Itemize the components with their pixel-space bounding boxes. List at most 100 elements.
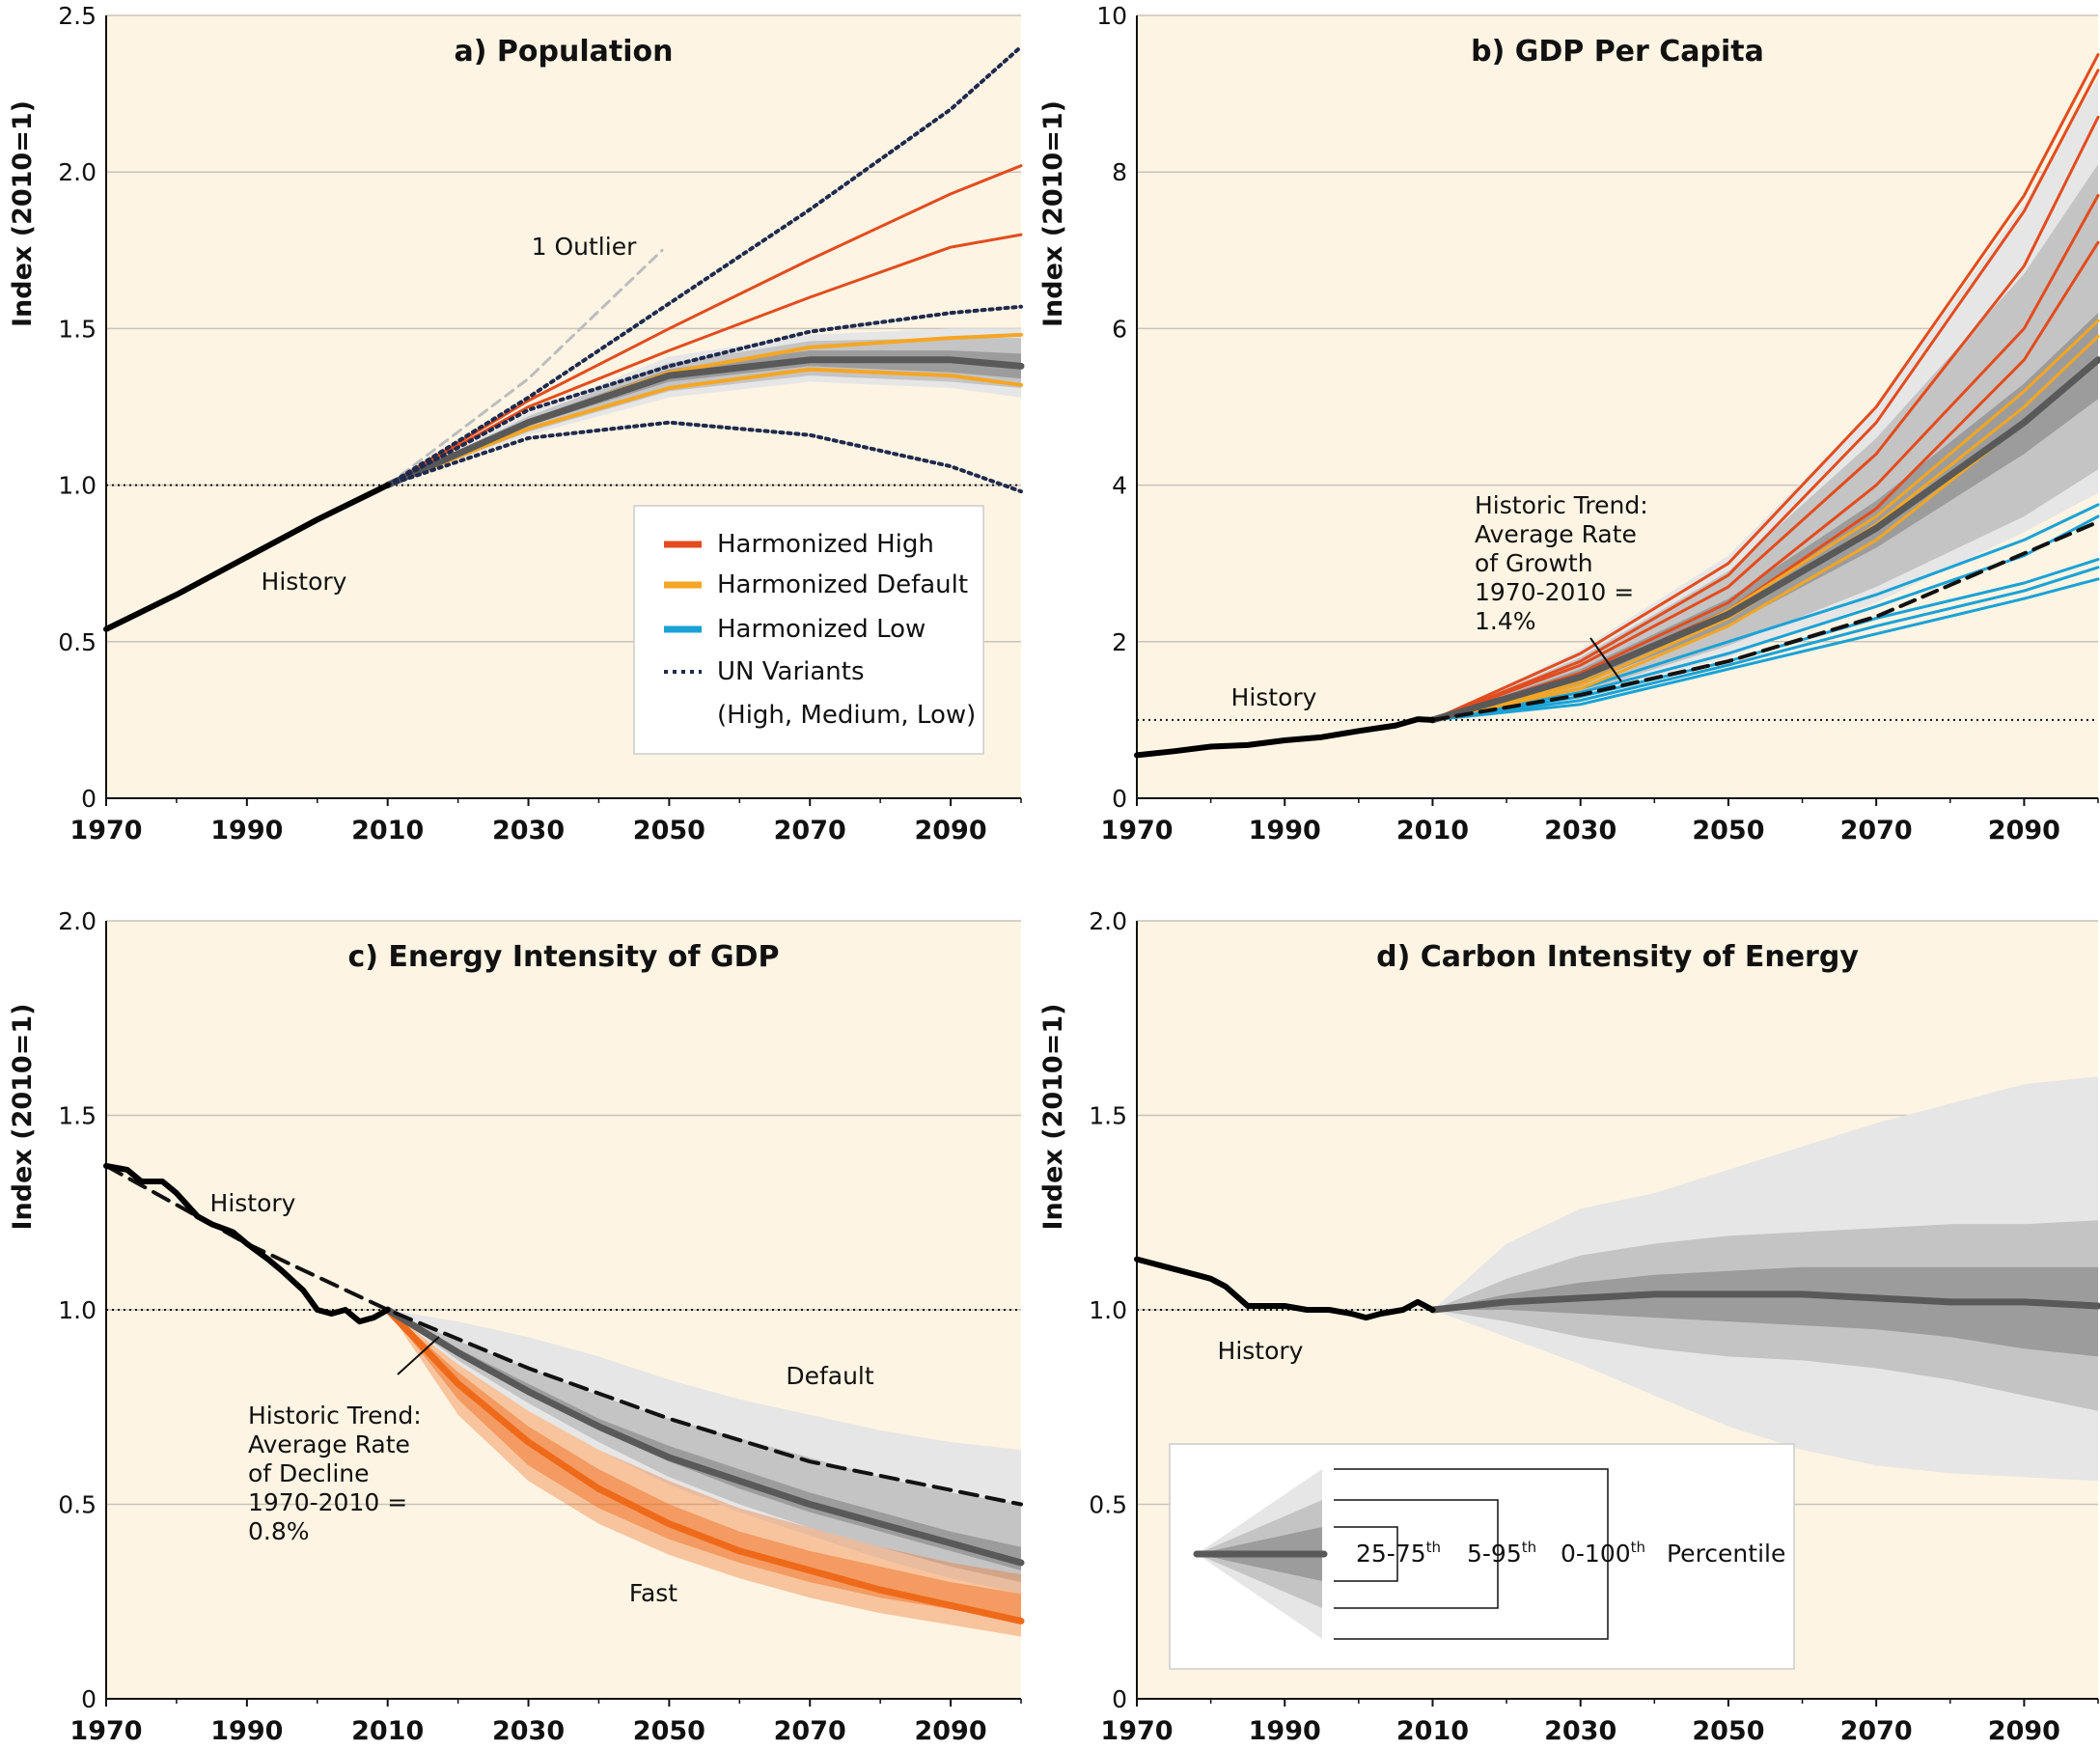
history-line xyxy=(1134,716,1436,759)
chart-title: d) Carbon Intensity of Energy xyxy=(1376,940,1859,974)
x-tick-label: 2090 xyxy=(914,816,986,846)
band-25-75 xyxy=(1432,1266,2098,1357)
x-tick-label: 1970 xyxy=(69,816,142,846)
x-tick-label: 2050 xyxy=(1692,816,1764,846)
x-tick-label: 2010 xyxy=(1396,816,1469,846)
legend-label: Harmonized High xyxy=(717,530,934,559)
history-annotation: History xyxy=(1218,1337,1304,1365)
history-annotation: History xyxy=(210,1189,296,1217)
fast-band-outer xyxy=(387,1310,1021,1637)
y-axis-label: Index (2010=1) xyxy=(8,1004,38,1231)
y-tick-label: 8 xyxy=(1112,158,1127,186)
median-line xyxy=(1429,356,2100,724)
y-axis-label: Index (2010=1) xyxy=(1038,100,1068,327)
outlier-line xyxy=(386,248,664,487)
panel-gdp-per-capita: 0 2 4 6 8 10 1970 1990 2010 2030 2050 2070 2090 Index… xyxy=(1038,2,2100,846)
trend-annotation: 1970-2010 = xyxy=(248,1488,407,1516)
fast-annotation: Fast xyxy=(629,1579,677,1607)
history-annotation: History xyxy=(262,568,347,596)
harmonized-high-line xyxy=(1431,53,2100,722)
x-tick-label: 2030 xyxy=(1544,1716,1616,1746)
y-tick-label: 1.5 xyxy=(58,1102,97,1130)
historic-trend-line xyxy=(1430,519,2100,722)
legend-percentile-label: 25-75th xyxy=(1356,1539,1441,1568)
y-tick-label: 0 xyxy=(81,785,97,813)
y-tick-label: 0.5 xyxy=(1089,1491,1127,1519)
median-line xyxy=(1429,1291,2100,1314)
trend-annotation: of Growth xyxy=(1475,549,1593,577)
trend-annotation: 0.8% xyxy=(248,1517,310,1545)
y-tick-label: 0 xyxy=(1112,1685,1127,1713)
harmonized-default-line xyxy=(385,367,1023,487)
y-tick-label: 2.0 xyxy=(58,907,97,935)
x-tick-label: 2030 xyxy=(1544,816,1616,846)
trend-annotation: Average Rate xyxy=(248,1430,410,1458)
y-tick-label: 1.0 xyxy=(58,472,97,500)
legend-label: (High, Medium, Low) xyxy=(717,701,976,730)
chart-title: b) GDP Per Capita xyxy=(1471,35,1764,69)
harmonized-high-line xyxy=(1431,115,2100,722)
y-tick-label: 0.5 xyxy=(58,1491,97,1519)
trend-annotation: Average Rate xyxy=(1475,520,1637,548)
y-tick-label: 0.5 xyxy=(58,628,97,656)
trend-pointer xyxy=(1589,637,1622,682)
legend-percentile-title: Percentile xyxy=(1667,1540,1785,1568)
legend-percentile-label: 0-100th xyxy=(1561,1539,1645,1568)
legend-label: Harmonized Low xyxy=(717,615,926,644)
y-tick-label: 2.5 xyxy=(58,2,97,30)
un-variant-line xyxy=(385,304,1023,487)
legend-bracket xyxy=(1334,1468,1609,1640)
fast-median-line xyxy=(384,1306,1025,1624)
x-tick-label: 2010 xyxy=(351,1716,424,1746)
band-25-75 xyxy=(387,350,1021,486)
panel-carbon-intensity: 0 0.5 1.0 1.5 2.0 1970 1990 2010 2030 2050 2070 209… xyxy=(1038,907,2100,1746)
y-tick-label: 6 xyxy=(1112,315,1127,343)
band-5-95 xyxy=(387,338,1021,486)
un-variant-line xyxy=(385,44,1023,487)
harmonized-low-line xyxy=(1431,577,2100,722)
x-tick-label: 2050 xyxy=(633,1716,705,1746)
x-tick-label: 1970 xyxy=(1100,816,1173,846)
y-axis-label: Index (2010=1) xyxy=(1038,1004,1068,1231)
x-tick-label: 2030 xyxy=(492,1716,565,1746)
harmonized-high-line xyxy=(386,233,1023,487)
outlier-annotation: 1 Outlier xyxy=(532,233,637,261)
x-tick-label: 2050 xyxy=(1692,1716,1764,1746)
history-line xyxy=(1134,1256,1436,1321)
history-line xyxy=(103,482,391,632)
history-line xyxy=(103,1162,391,1325)
x-tick-label: 2090 xyxy=(1988,1716,2060,1746)
x-tick-label: 2090 xyxy=(1988,816,2060,846)
trend-annotation: of Decline xyxy=(248,1459,370,1487)
legend-bracket xyxy=(1334,1499,1499,1609)
default-annotation: Default xyxy=(786,1362,874,1390)
x-tick-label: 2010 xyxy=(1396,1716,1469,1746)
x-tick-label: 2030 xyxy=(492,816,565,846)
y-tick-label: 1.0 xyxy=(1089,1296,1127,1324)
x-tick-label: 2070 xyxy=(1840,1716,1913,1746)
x-tick-label: 2090 xyxy=(914,1716,986,1746)
y-tick-label: 10 xyxy=(1096,2,1127,30)
y-tick-label: 2 xyxy=(1112,628,1127,656)
harmonized-low-line xyxy=(1431,566,2100,722)
legend-label: Harmonized Default xyxy=(717,570,968,599)
x-tick-label: 2010 xyxy=(351,816,424,846)
chart-title: a) Population xyxy=(455,35,674,69)
trend-annotation: 1.4% xyxy=(1475,607,1536,635)
x-tick-label: 2050 xyxy=(633,816,705,846)
x-tick-label: 1990 xyxy=(210,1716,283,1746)
y-tick-label: 1.0 xyxy=(58,1296,97,1324)
trend-annotation: Historic Trend: xyxy=(1475,491,1648,519)
x-tick-label: 1970 xyxy=(69,1716,142,1746)
harmonized-high-line xyxy=(1431,69,2100,722)
trend-annotation: Historic Trend: xyxy=(248,1402,422,1430)
legend: Harmonized High Harmonized Default Harmoni… xyxy=(633,505,984,755)
history-annotation: History xyxy=(1231,683,1317,711)
x-tick-label: 1990 xyxy=(1249,1716,1321,1746)
y-tick-label: 0 xyxy=(1112,785,1127,813)
harmonized-high-line xyxy=(386,164,1023,487)
x-tick-label: 1990 xyxy=(1249,816,1321,846)
panel-energy-intensity: 0 0.5 1.0 1.5 2.0 1970 1990 2010 2030 2050 2070 209… xyxy=(8,907,1025,1746)
y-tick-label: 2.0 xyxy=(58,158,97,186)
